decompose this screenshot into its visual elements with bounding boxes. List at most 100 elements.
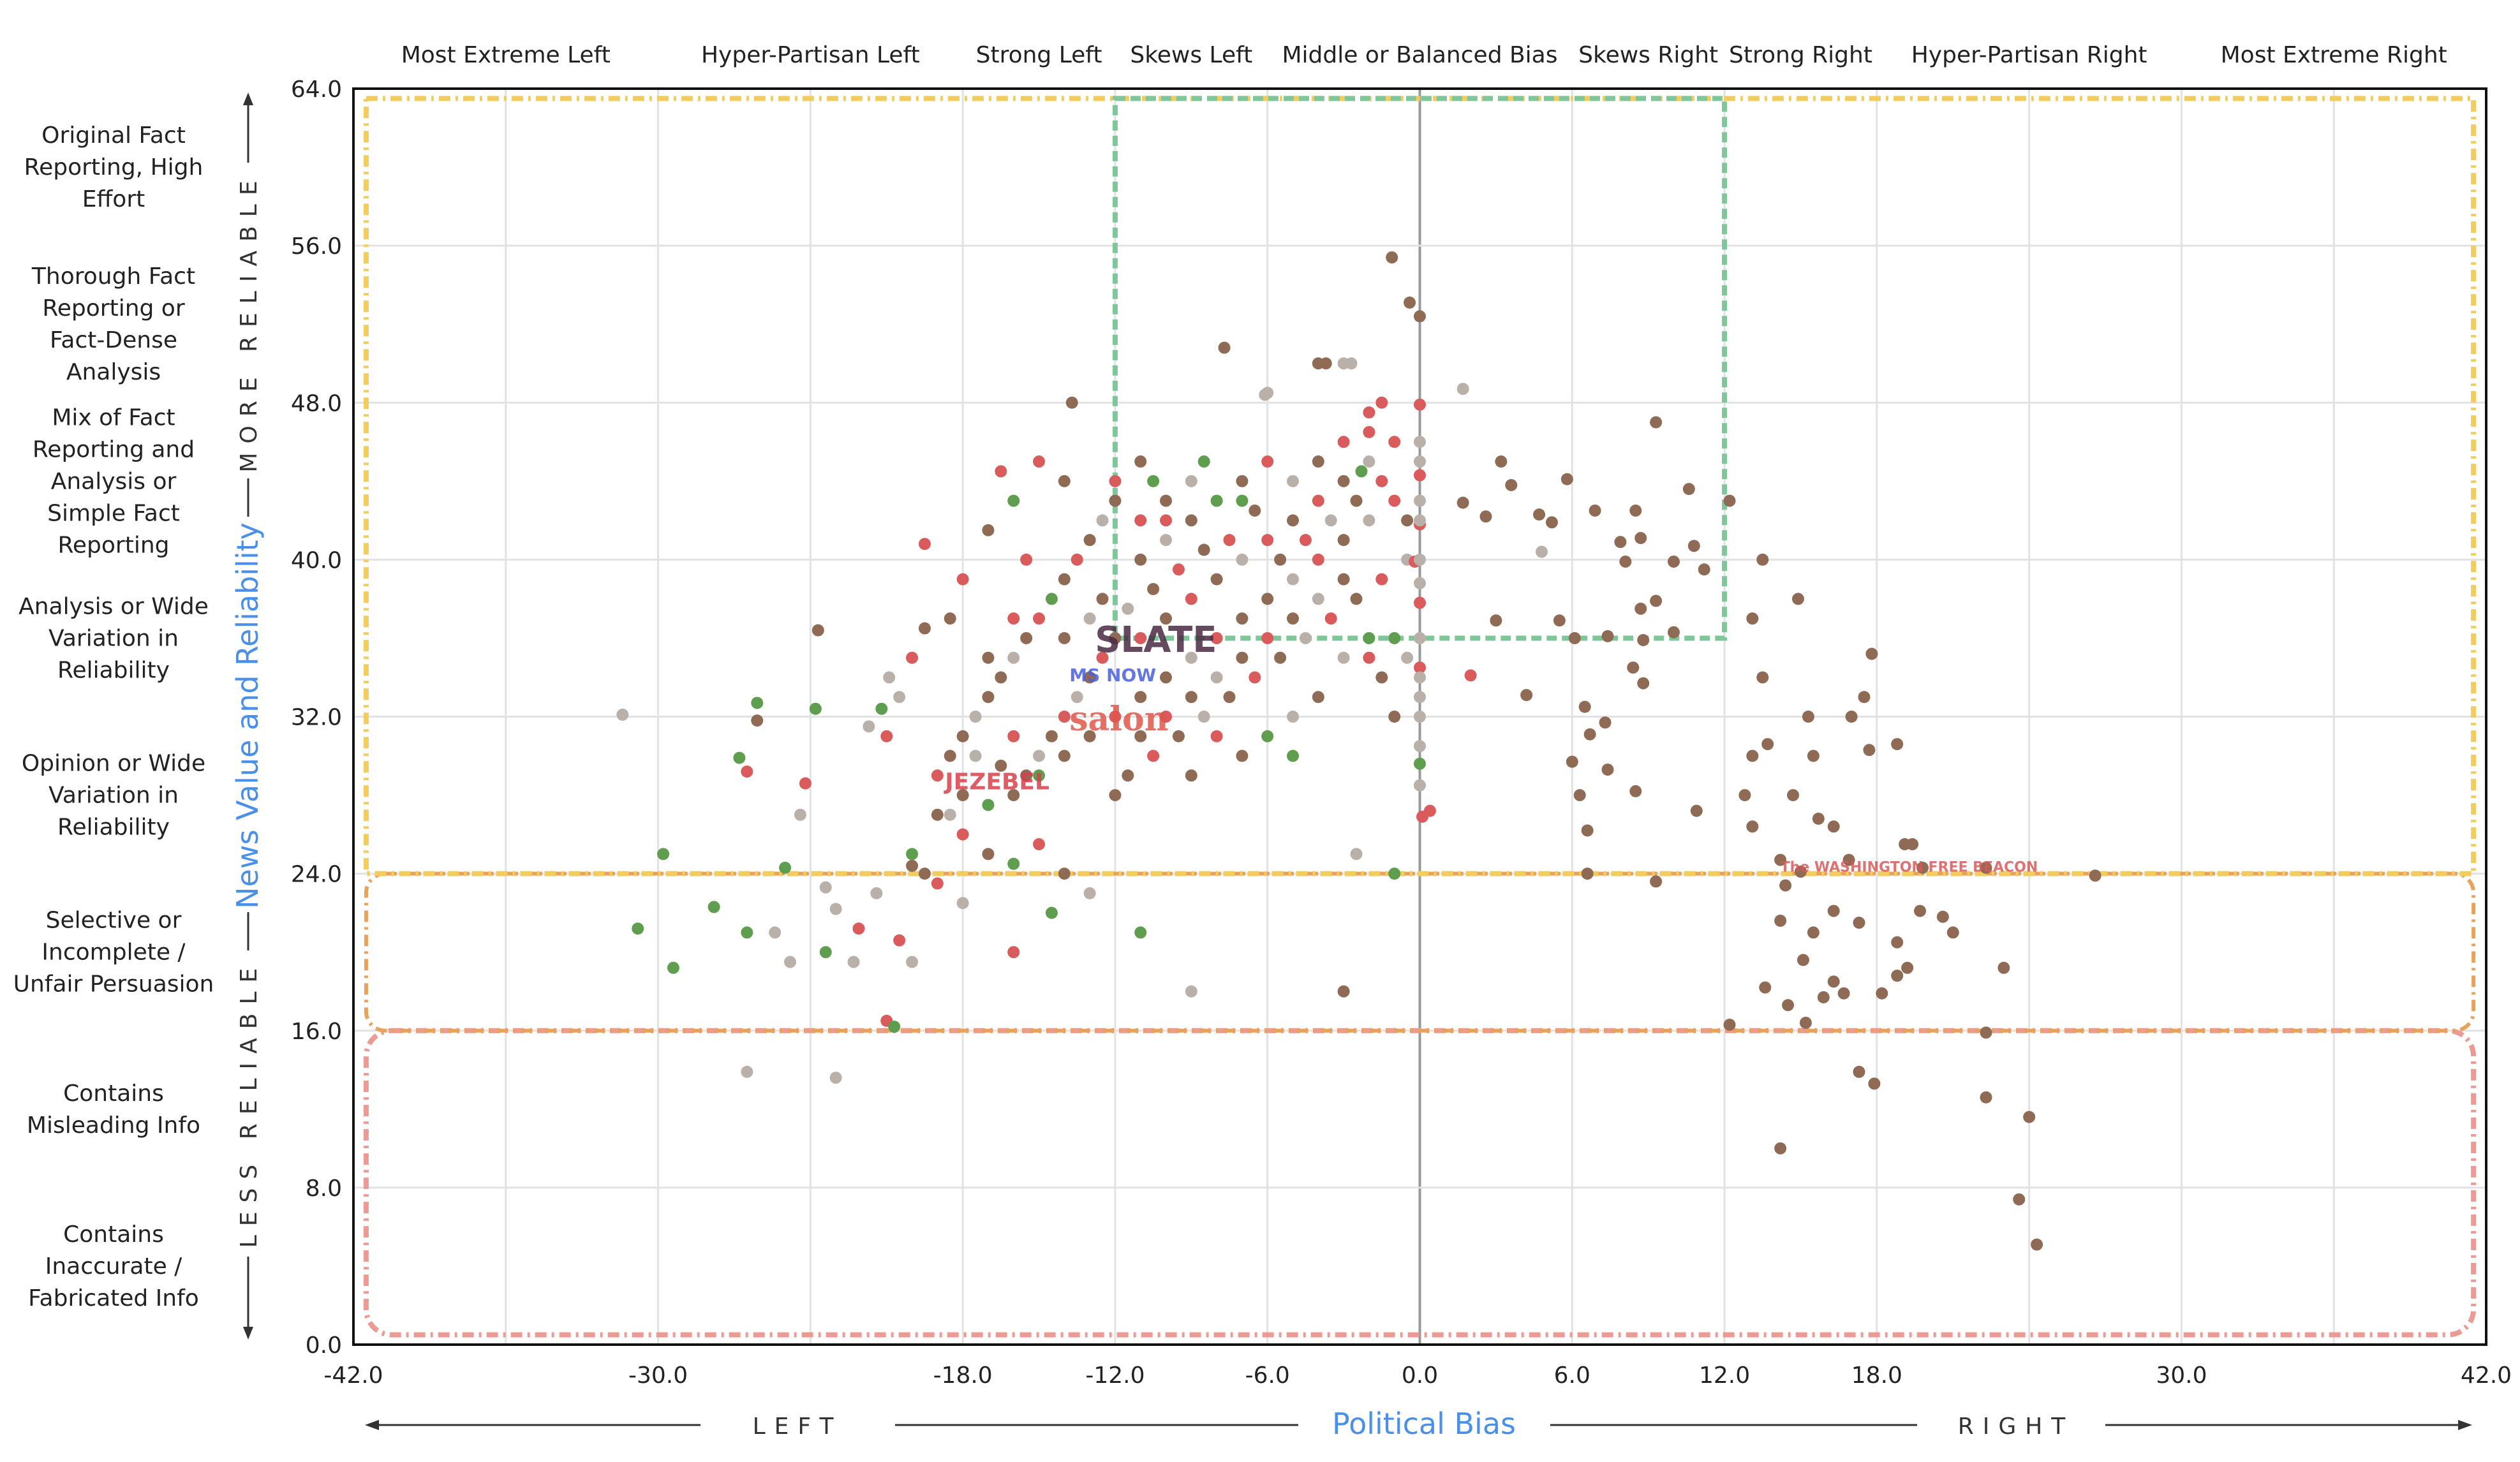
data-point	[995, 759, 1007, 772]
data-point	[1533, 508, 1546, 521]
data-point	[1817, 991, 1830, 1003]
data-point	[1210, 671, 1223, 684]
data-points	[616, 251, 2101, 1251]
region-green-box	[1112, 96, 1728, 641]
data-point	[1324, 612, 1337, 625]
data-point	[1160, 612, 1173, 625]
y-tick-label: 0.0	[306, 1333, 342, 1359]
reliability-category-label: Analysis	[66, 359, 161, 385]
data-point	[1261, 455, 1274, 468]
data-point	[847, 956, 860, 968]
data-point	[1464, 669, 1477, 682]
data-point	[1363, 425, 1375, 438]
reliability-category-label: Reporting or	[42, 295, 184, 321]
data-point	[1185, 769, 1197, 782]
data-point	[1946, 926, 1959, 939]
data-point	[956, 789, 969, 802]
x-tick-label: 6.0	[1554, 1362, 1590, 1389]
data-point	[1787, 789, 1800, 802]
data-point	[931, 877, 944, 890]
data-point	[1812, 812, 1825, 825]
data-point	[1172, 563, 1185, 576]
data-point	[918, 622, 931, 635]
data-point	[1249, 504, 1261, 517]
data-point	[708, 901, 720, 913]
data-point	[1916, 861, 1929, 874]
x-tick-label: 30.0	[2156, 1362, 2207, 1389]
data-point	[1375, 396, 1388, 409]
data-point	[1287, 573, 1300, 586]
data-point	[616, 708, 629, 721]
data-point	[1134, 553, 1147, 566]
data-point	[1274, 553, 1287, 566]
data-point	[931, 808, 944, 821]
y-tick-label: 16.0	[291, 1019, 342, 1045]
data-point	[1807, 749, 1820, 762]
data-point	[1007, 857, 1020, 870]
data-point	[1312, 494, 1324, 507]
reliability-category-label: Selective or	[46, 908, 182, 934]
data-point	[1109, 475, 1122, 487]
data-point	[893, 691, 906, 704]
data-point	[1650, 416, 1663, 429]
data-point	[1401, 651, 1414, 664]
data-point	[1223, 534, 1236, 547]
data-point	[1863, 744, 1876, 757]
data-point	[1414, 671, 1426, 684]
x-tick-label: 42.0	[2461, 1362, 2512, 1389]
outlet-logo: salon	[1069, 700, 1168, 739]
data-point	[1185, 651, 1197, 664]
reliability-category-label: Reporting, High	[24, 154, 204, 181]
data-point	[870, 887, 883, 899]
data-point	[1096, 514, 1109, 527]
data-point	[1690, 804, 1703, 817]
data-point	[1414, 455, 1426, 468]
bias-category-label: Strong Right	[1729, 42, 1872, 68]
data-point	[1779, 879, 1792, 892]
data-point	[1914, 905, 1927, 917]
data-point	[1312, 455, 1324, 468]
data-point	[1197, 543, 1210, 556]
data-point	[1375, 475, 1388, 487]
y-tick-label: 24.0	[291, 862, 342, 888]
data-point	[1355, 465, 1368, 478]
data-point	[1236, 494, 1249, 507]
reliability-category-label: Reliability	[57, 815, 170, 841]
outlet-logo: JEZEBEL	[943, 769, 1049, 795]
data-point	[1891, 738, 1904, 751]
data-point	[1545, 516, 1558, 529]
data-point	[1386, 251, 1398, 264]
data-point	[1853, 1065, 1865, 1078]
data-point	[1634, 602, 1647, 615]
data-point	[1698, 563, 1710, 576]
reliability-category-label: Inaccurate /	[45, 1253, 182, 1280]
data-point	[1774, 853, 1787, 866]
data-point	[1337, 985, 1350, 998]
data-point	[1337, 475, 1350, 487]
data-point	[1147, 749, 1160, 762]
reliability-category-label: Fabricated Info	[28, 1285, 199, 1311]
left-label: LEFT	[753, 1414, 843, 1440]
data-point	[779, 861, 792, 874]
data-point	[1401, 514, 1414, 527]
data-point	[1197, 455, 1210, 468]
data-point	[944, 749, 956, 762]
data-point	[1249, 671, 1261, 684]
x-tick-label: -42.0	[323, 1362, 383, 1389]
data-point	[1479, 510, 1492, 523]
x-tick-label: 0.0	[1402, 1362, 1438, 1389]
data-point	[1876, 987, 1888, 1000]
data-point	[1058, 631, 1071, 644]
data-point	[1375, 573, 1388, 586]
data-point	[1388, 868, 1401, 880]
data-point	[1650, 875, 1663, 888]
data-point	[2089, 869, 2101, 882]
data-point	[1007, 946, 1020, 959]
data-point	[2031, 1238, 2043, 1251]
data-point	[1842, 853, 1855, 866]
data-point	[657, 848, 670, 860]
data-point	[1236, 749, 1249, 762]
data-point	[1759, 981, 1772, 994]
data-point	[1274, 651, 1287, 664]
